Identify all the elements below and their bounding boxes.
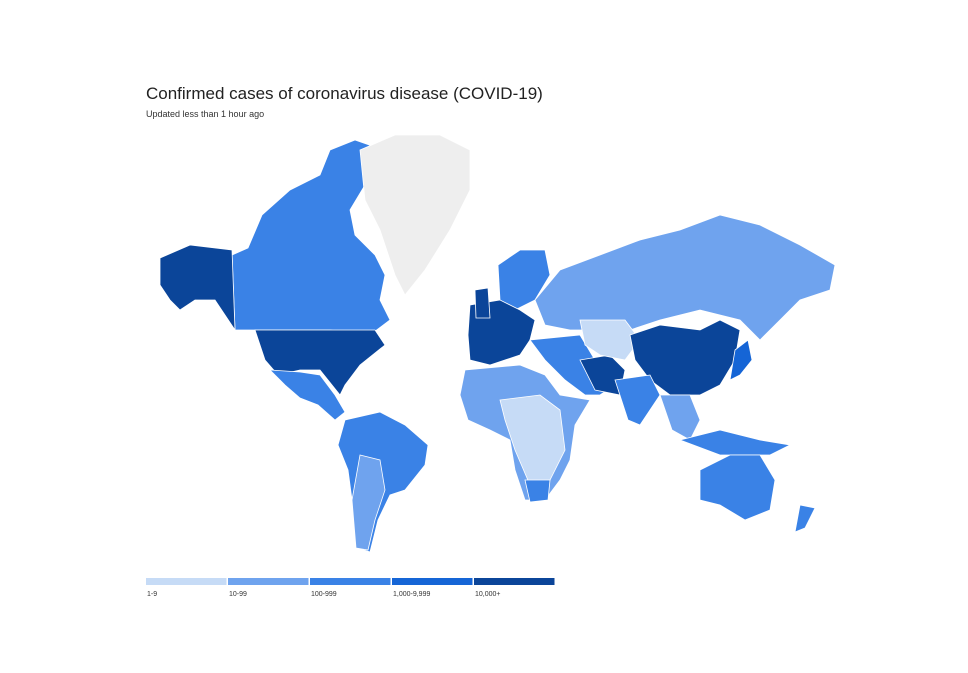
legend-label: 1-9 xyxy=(147,591,157,598)
country xyxy=(678,429,792,456)
country xyxy=(474,287,491,319)
country xyxy=(524,479,551,503)
title: Confirmed cases of coronavirus disease (… xyxy=(146,84,543,103)
legend-label: 10-99 xyxy=(229,591,247,598)
subtitle: Updated less than 1 hour ago xyxy=(146,109,264,119)
legend: 1-9 10-99 100-999 1,000-9,999 10,000+ xyxy=(146,578,555,598)
legend-swatch xyxy=(474,578,555,585)
country xyxy=(351,454,386,551)
country xyxy=(659,394,701,441)
country xyxy=(794,504,816,533)
legend-label: 100-999 xyxy=(311,591,337,598)
country xyxy=(359,134,471,296)
legend-swatch xyxy=(228,578,309,585)
legend-swatch xyxy=(310,578,391,585)
country xyxy=(268,369,346,421)
legend-swatch xyxy=(146,578,227,585)
country xyxy=(579,319,641,361)
world-map xyxy=(159,134,836,553)
country xyxy=(614,374,661,426)
country xyxy=(159,244,236,332)
country xyxy=(699,454,776,521)
country xyxy=(729,339,753,381)
legend-swatch xyxy=(392,578,473,585)
country xyxy=(231,139,391,336)
legend-label: 1,000-9,999 xyxy=(393,591,430,598)
legend-label: 10,000+ xyxy=(475,591,501,598)
